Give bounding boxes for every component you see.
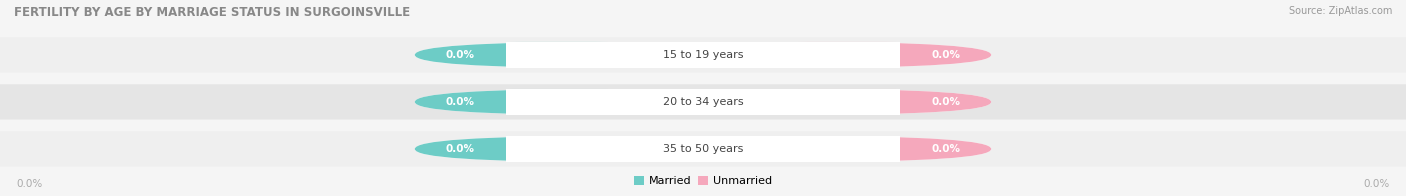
Text: 0.0%: 0.0% (931, 97, 960, 107)
FancyBboxPatch shape (0, 84, 1406, 120)
FancyBboxPatch shape (415, 136, 991, 162)
FancyBboxPatch shape (415, 42, 703, 68)
Text: 0.0%: 0.0% (1362, 179, 1389, 189)
Legend: Married, Unmarried: Married, Unmarried (630, 171, 776, 191)
Text: 0.0%: 0.0% (931, 50, 960, 60)
Text: 0.0%: 0.0% (446, 144, 475, 154)
FancyBboxPatch shape (0, 131, 1406, 167)
FancyBboxPatch shape (506, 89, 900, 115)
Text: 0.0%: 0.0% (446, 97, 475, 107)
Text: Source: ZipAtlas.com: Source: ZipAtlas.com (1288, 6, 1392, 16)
Text: 15 to 19 years: 15 to 19 years (662, 50, 744, 60)
FancyBboxPatch shape (506, 136, 900, 162)
FancyBboxPatch shape (506, 42, 900, 68)
FancyBboxPatch shape (415, 136, 703, 162)
Text: 0.0%: 0.0% (446, 50, 475, 60)
FancyBboxPatch shape (703, 42, 991, 68)
FancyBboxPatch shape (703, 136, 991, 162)
Text: FERTILITY BY AGE BY MARRIAGE STATUS IN SURGOINSVILLE: FERTILITY BY AGE BY MARRIAGE STATUS IN S… (14, 6, 411, 19)
Text: 0.0%: 0.0% (17, 179, 44, 189)
FancyBboxPatch shape (0, 37, 1406, 73)
FancyBboxPatch shape (703, 89, 991, 115)
FancyBboxPatch shape (415, 89, 703, 115)
FancyBboxPatch shape (415, 42, 991, 68)
Text: 35 to 50 years: 35 to 50 years (662, 144, 744, 154)
FancyBboxPatch shape (415, 89, 991, 115)
Text: 0.0%: 0.0% (931, 144, 960, 154)
Text: 20 to 34 years: 20 to 34 years (662, 97, 744, 107)
